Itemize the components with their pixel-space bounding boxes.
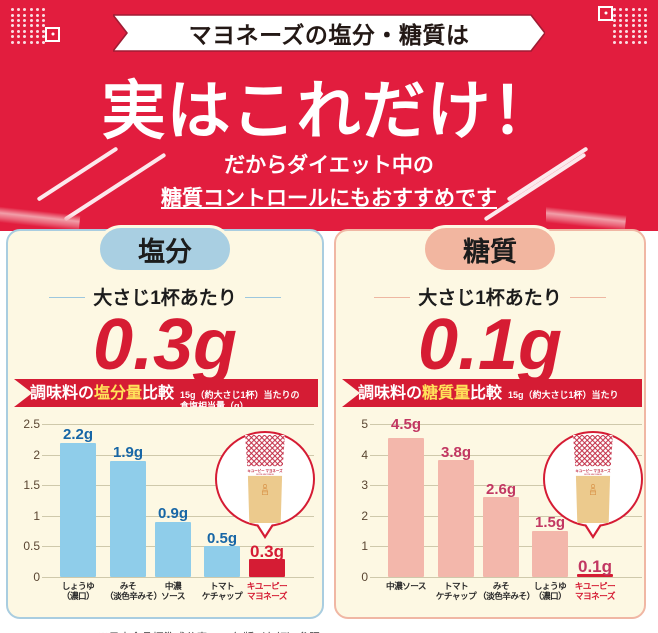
svg-text:KEWPIE MAYONNAISE: KEWPIE MAYONNAISE (584, 473, 603, 476)
svg-text:キユーピー マヨネーズ: キユーピー マヨネーズ (575, 468, 611, 473)
svg-text:KEWPIE MAYONNAISE: KEWPIE MAYONNAISE (256, 473, 275, 476)
svg-text:キユーピー マヨネーズ: キユーピー マヨネーズ (247, 468, 283, 473)
